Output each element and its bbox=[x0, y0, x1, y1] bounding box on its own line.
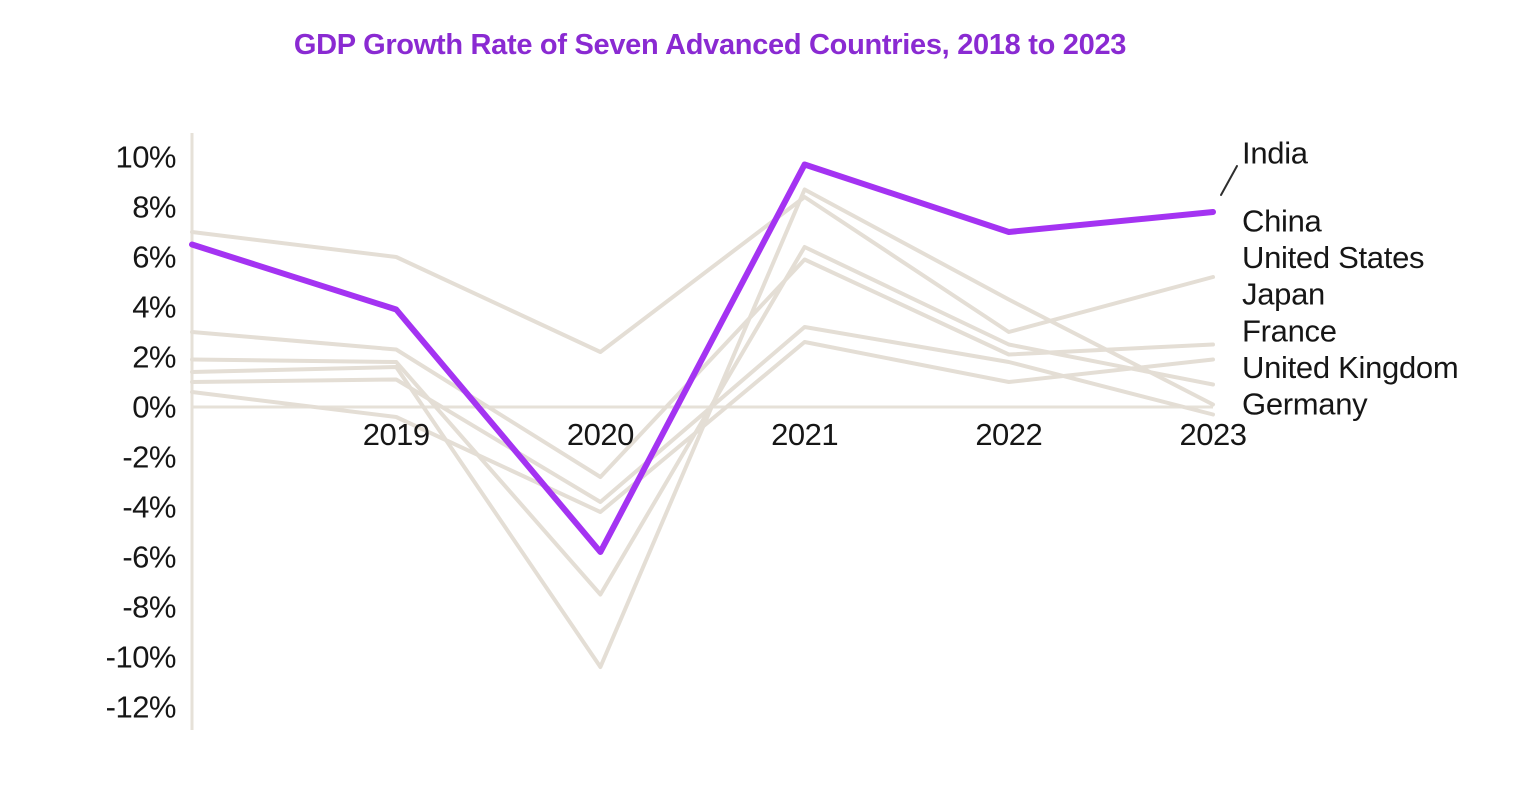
y-tick-label: -2% bbox=[122, 440, 176, 475]
india-label-connector bbox=[1220, 165, 1238, 196]
y-tick-label: -4% bbox=[122, 490, 176, 525]
legend-label-china: China bbox=[1242, 204, 1323, 239]
legend-label-germany: Germany bbox=[1242, 387, 1368, 422]
legend-label-japan: Japan bbox=[1242, 277, 1325, 312]
legend-label-india: India bbox=[1242, 136, 1309, 171]
x-tick-label: 2021 bbox=[771, 417, 838, 452]
y-tick-label: 0% bbox=[132, 390, 176, 425]
series-line-germany bbox=[190, 325, 1215, 504]
y-tick-label: -10% bbox=[106, 640, 176, 675]
legend-label-united-states: United States bbox=[1242, 240, 1424, 275]
legend-label-united-kingdom: United Kingdom bbox=[1242, 350, 1458, 385]
series-line-united-kingdom bbox=[190, 187, 1215, 669]
y-tick-label: 10% bbox=[115, 140, 176, 175]
legend-label-france: France bbox=[1242, 313, 1337, 348]
y-tick-label: -6% bbox=[122, 540, 176, 575]
x-tick-label: 2022 bbox=[975, 417, 1042, 452]
chart-title: GDP Growth Rate of Seven Advanced Countr… bbox=[293, 29, 1127, 61]
series-line-china bbox=[190, 195, 1215, 354]
series-line-india bbox=[189, 161, 1216, 555]
y-tick-label: -12% bbox=[106, 690, 176, 725]
y-tick-label: 2% bbox=[132, 340, 176, 375]
y-tick-label: 8% bbox=[132, 190, 176, 225]
y-tick-label: 6% bbox=[132, 240, 176, 275]
y-tick-label: -8% bbox=[122, 590, 176, 625]
x-tick-label: 2019 bbox=[363, 417, 430, 452]
y-tick-label: 4% bbox=[132, 290, 176, 325]
x-tick-label: 2023 bbox=[1180, 417, 1247, 452]
series-line-france bbox=[190, 245, 1215, 597]
x-tick-label: 2020 bbox=[567, 417, 634, 452]
